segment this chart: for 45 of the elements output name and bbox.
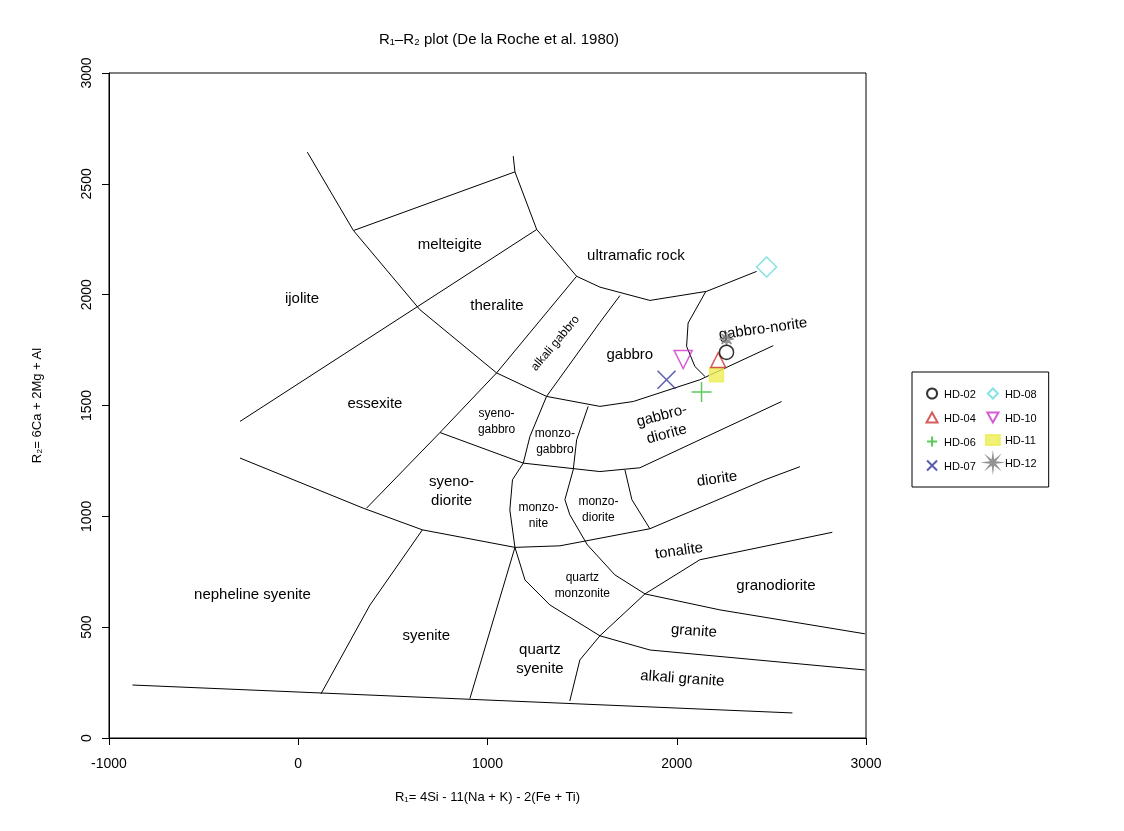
annotation: gabbro- diorite — [634, 399, 689, 447]
legend-label: HD-07 — [944, 459, 976, 472]
y-tick-label: 1500 — [78, 389, 94, 422]
legend-label: HD-12 — [1004, 456, 1037, 469]
annotation: nepheline syenite — [194, 585, 311, 603]
annotation: granite — [670, 619, 718, 640]
annotation: alkali granite — [639, 666, 726, 689]
y-tick-label: 2000 — [78, 278, 94, 311]
annotation: syeno- diorite — [429, 471, 475, 508]
annotation: quartz monzonite — [554, 569, 611, 600]
legend-label: HD-10 — [1004, 411, 1037, 424]
legend-label: HD-04 — [944, 411, 976, 424]
y-tick-label: 500 — [78, 615, 94, 639]
y-axis-title: R₂= 6Ca + 2Mg + Al — [29, 347, 44, 464]
annotation: essexite — [347, 394, 403, 412]
annotation: syeno- gabbro — [477, 406, 516, 437]
x-tick-label: 0 — [294, 755, 303, 771]
annotation: syenite — [402, 626, 451, 644]
annotation: gabbro-norite — [717, 313, 809, 343]
x-tick-label: 2000 — [661, 755, 693, 771]
annotation: gabbro — [606, 345, 654, 363]
x-tick-label: -1000 — [91, 755, 128, 771]
legend-label: HD-11 — [1004, 434, 1036, 446]
y-tick-label: 3000 — [78, 57, 94, 89]
annotation: theralite — [470, 296, 524, 314]
annotation: monzo- diorite — [578, 493, 619, 524]
annotation: tonalite — [653, 538, 704, 562]
annotation: ijolite — [284, 289, 320, 307]
annotation: monzo- gabbro — [534, 426, 575, 457]
legend-label: HD-08 — [1004, 387, 1037, 400]
x-axis-title: R₁= 4Si - 11(Na + K) - 2(Fe + Ti) — [394, 789, 581, 804]
annotation: melteigite — [417, 235, 482, 253]
legend-label: HD-06 — [944, 435, 976, 448]
y-tick-label: 2500 — [78, 168, 94, 200]
x-tick-label: 1000 — [471, 755, 504, 771]
y-tick-label: 1000 — [78, 500, 94, 532]
annotation: diorite — [695, 466, 739, 490]
annotation: granodiorite — [736, 576, 816, 594]
x-tick-label: 3000 — [850, 755, 882, 771]
annotation: monzo- nite — [518, 499, 559, 530]
chart-title: R₁–R₂ plot (De la Roche et al. 1980) — [378, 30, 620, 47]
annotation: quartz syenite — [516, 639, 564, 676]
annotation: ultramafic rock — [587, 246, 686, 264]
legend-label: HD-02 — [944, 387, 976, 400]
y-tick-label: 0 — [78, 733, 94, 742]
